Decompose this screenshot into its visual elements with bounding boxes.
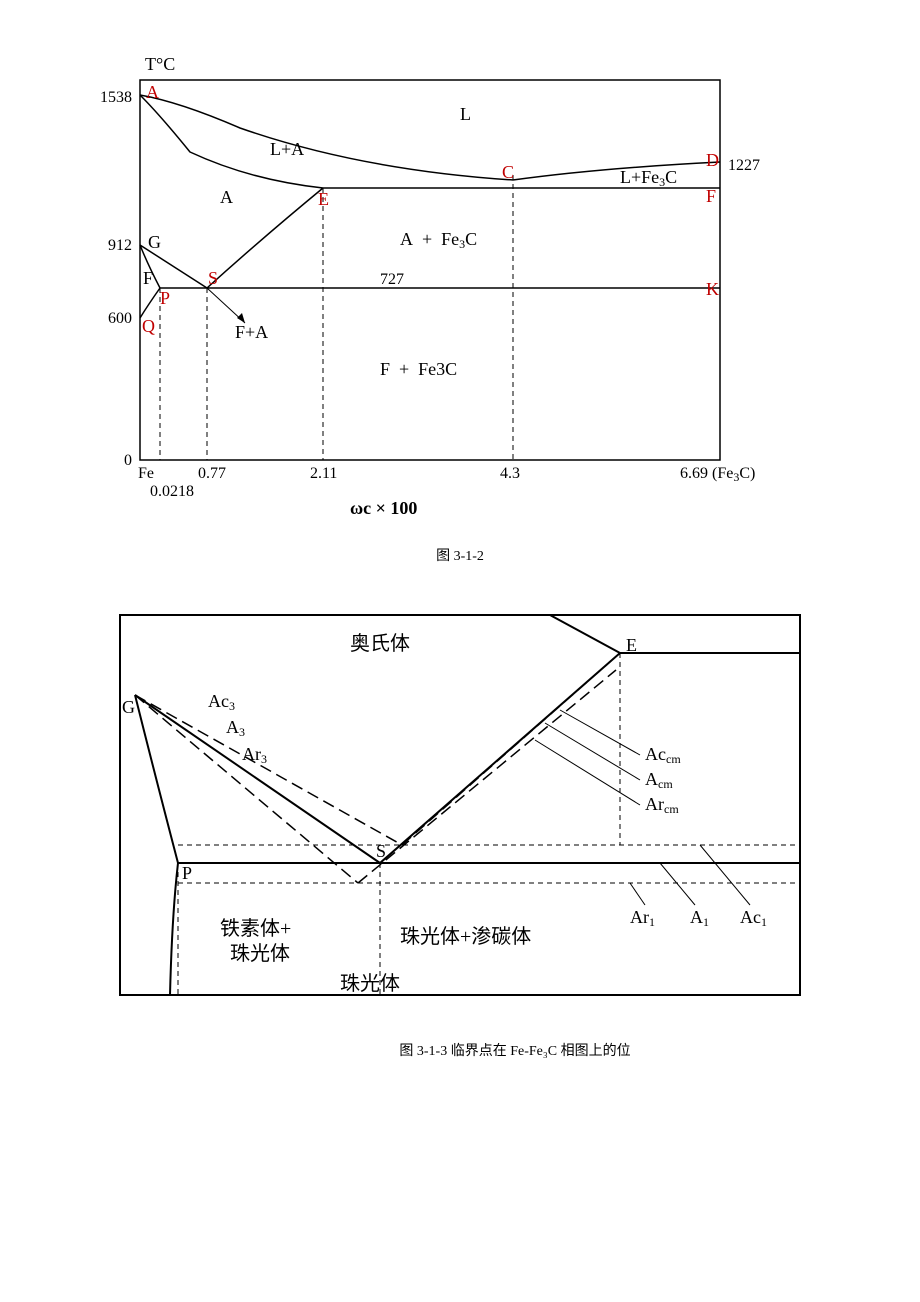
line-pq2 bbox=[170, 863, 178, 995]
region-AFC: A + Fe3C bbox=[400, 229, 477, 251]
pt-F2: F bbox=[143, 268, 153, 288]
line-pq bbox=[140, 288, 160, 318]
pt-Q: Q bbox=[142, 316, 155, 336]
phase-diagram-1: T°C 0 600 912 1538 Fe 0.0218 0.77 2.11 4… bbox=[60, 40, 860, 520]
leader-a1l bbox=[660, 863, 695, 905]
y-tick-0: 0 bbox=[124, 452, 132, 469]
line-ac3 bbox=[135, 695, 402, 845]
pt-A: A bbox=[146, 82, 159, 102]
pt-F: F bbox=[706, 186, 716, 206]
line-arcm bbox=[358, 670, 616, 883]
lbl-a1: A1 bbox=[690, 907, 709, 929]
figure-2: G S E P Ac3 A3 Ar3 Accm Acm Arcm Ar1 A1 … bbox=[60, 595, 860, 1020]
leader-arcm bbox=[535, 740, 640, 805]
pt-C: C bbox=[502, 162, 514, 182]
pt-E: E bbox=[318, 189, 329, 209]
x-tick-0218: 0.0218 bbox=[150, 483, 194, 500]
pt-S: S bbox=[208, 268, 218, 288]
right-tick-1227: 1227 bbox=[728, 157, 760, 174]
lbl-austenite: 奥氏体 bbox=[350, 632, 410, 655]
lbl-a3: A3 bbox=[226, 717, 245, 739]
y-tick-912: 912 bbox=[108, 237, 132, 254]
lbl-ar1: Ar1 bbox=[630, 907, 655, 929]
leader-accm bbox=[560, 710, 640, 755]
lbl-pc: 珠光体+渗碳体 bbox=[400, 925, 531, 948]
figure-1: T°C 0 600 912 1538 Fe 0.0218 0.77 2.11 4… bbox=[60, 40, 860, 525]
pt-G: G bbox=[148, 232, 161, 252]
line-e-up bbox=[550, 615, 620, 653]
y-axis-title: T°C bbox=[145, 54, 175, 74]
lbl-ar3: Ar3 bbox=[242, 744, 267, 766]
leader-ac1l bbox=[700, 845, 750, 905]
leader-ar1 bbox=[630, 883, 645, 905]
region-LA: L+A bbox=[270, 139, 304, 159]
pt-K: K bbox=[706, 279, 719, 299]
region-A: A bbox=[220, 187, 233, 207]
x-tick-211: 2.11 bbox=[310, 465, 337, 482]
caption-1: 图 3-1-2 bbox=[60, 545, 860, 565]
lbl-acm: Acm bbox=[645, 769, 673, 791]
caption-2: 图 3-1-3 临界点在 Fe-Fe₃C 相图上的位 bbox=[60, 1040, 860, 1060]
pt-S2: S bbox=[376, 841, 386, 861]
region-LFC: L+Fe3C bbox=[620, 167, 677, 189]
region-FFC: F + Fe3C bbox=[380, 359, 457, 379]
label-727: 727 bbox=[380, 271, 404, 288]
x-tick-43: 4.3 bbox=[500, 465, 520, 482]
region-L: L bbox=[460, 104, 471, 124]
x-tick-fe: Fe bbox=[138, 465, 154, 482]
lbl-fp2: 珠光体 bbox=[230, 942, 290, 965]
pt-D: D bbox=[706, 150, 719, 170]
y-tick-600: 600 bbox=[108, 310, 132, 327]
lbl-fp1: 铁素体+ bbox=[220, 917, 291, 940]
lbl-ac1: Ac1 bbox=[740, 907, 767, 929]
critical-points-diagram: G S E P Ac3 A3 Ar3 Accm Acm Arcm Ar1 A1 … bbox=[60, 595, 860, 1015]
line-ar3 bbox=[135, 695, 358, 883]
x-tick-669: 6.69 (Fe3C) bbox=[680, 465, 755, 484]
x-axis-title: ωc × 100 bbox=[350, 498, 417, 518]
region-FA: F+A bbox=[235, 322, 268, 342]
line-cd bbox=[513, 162, 720, 180]
line-ac bbox=[140, 95, 513, 180]
pt-E2: E bbox=[626, 635, 637, 655]
pt-G2: G bbox=[122, 697, 135, 717]
lbl-arcm: Arcm bbox=[645, 794, 679, 816]
x-tick-077: 0.77 bbox=[198, 465, 226, 482]
pt-P2: P bbox=[182, 863, 192, 883]
lbl-pearlite: 珠光体 bbox=[340, 972, 400, 995]
pt-P: P bbox=[160, 288, 170, 308]
leader-acm bbox=[545, 723, 640, 780]
lbl-accm: Accm bbox=[645, 744, 681, 766]
lbl-ac3: Ac3 bbox=[208, 691, 235, 713]
y-tick-1538: 1538 bbox=[100, 89, 132, 106]
